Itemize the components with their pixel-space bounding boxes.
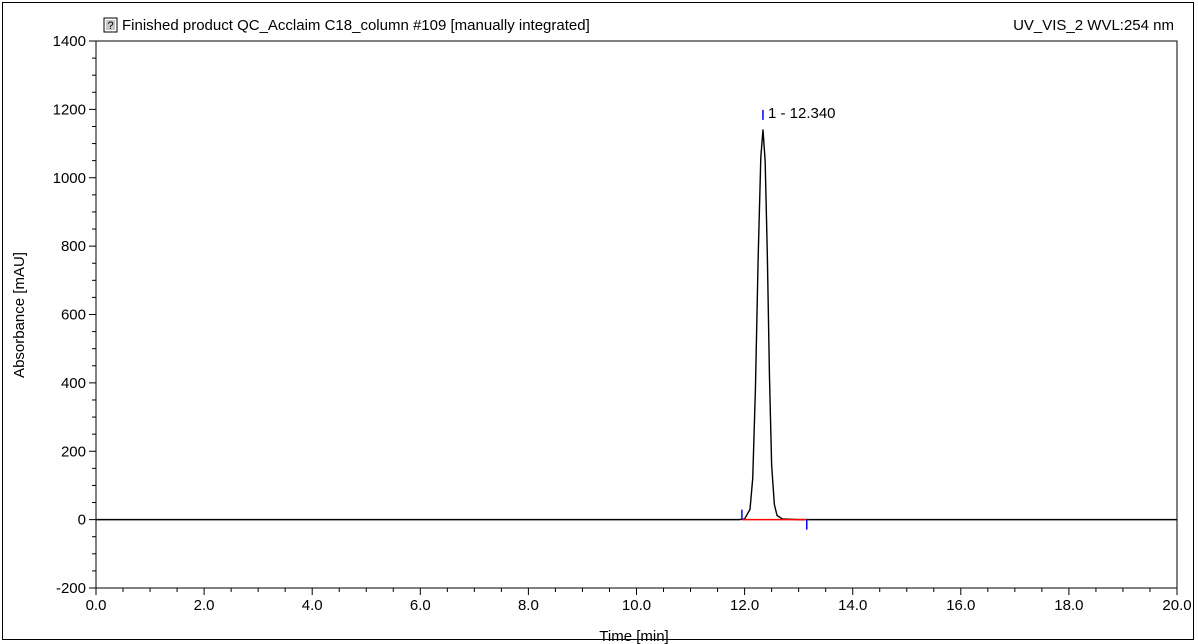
x-tick-label: 4.0 [302, 597, 323, 614]
x-tick-label: 8.0 [518, 597, 539, 614]
y-tick-label: 800 [61, 238, 86, 255]
x-tick-label: 0.0 [86, 597, 107, 614]
x-tick-label: 6.0 [410, 597, 431, 614]
y-tick-label: -200 [56, 580, 86, 597]
svg-text:?: ? [107, 20, 113, 32]
x-tick-label: 2.0 [194, 597, 215, 614]
plot-area-border [95, 40, 1178, 589]
tick-labels: 0.0 2.0 4.0 6.0 8.0 10.0 12.0 14.0 16.0 18.0 20.0 -… [53, 33, 1192, 614]
x-tick-label: 12.0 [730, 597, 759, 614]
series-layer [96, 129, 1177, 521]
peak-label: 1 - 12.340 [768, 105, 836, 122]
x-tick-label: 16.0 [946, 597, 975, 614]
x-tick-label: 20.0 [1162, 597, 1191, 614]
x-tick-label: 14.0 [838, 597, 867, 614]
chromatogram-trace [96, 129, 1177, 521]
x-axis-label: Time [min] [599, 628, 668, 644]
x-tick-label: 18.0 [1054, 597, 1083, 614]
peak-annotations: 1 - 12.340 [741, 105, 836, 530]
y-tick-label: 400 [61, 375, 86, 392]
chart-title: Finished product QC_Acclaim C18_column #… [122, 17, 590, 34]
y-tick-label: 200 [61, 443, 86, 460]
y-axis-label: Absorbance [mAU] [11, 252, 28, 378]
y-tick-label: 1000 [53, 170, 86, 187]
help-icon[interactable]: ? [103, 17, 118, 33]
y-tick-label: 0 [78, 512, 86, 529]
y-tick-label: 1400 [53, 33, 86, 50]
plot-axes [95, 40, 1178, 589]
y-tick-label: 600 [61, 307, 86, 324]
channel-label: UV_VIS_2 WVL:254 nm [1013, 17, 1174, 34]
y-tick-label: 1200 [53, 101, 86, 118]
tick-marks [89, 40, 1178, 595]
x-tick-label: 10.0 [622, 597, 651, 614]
